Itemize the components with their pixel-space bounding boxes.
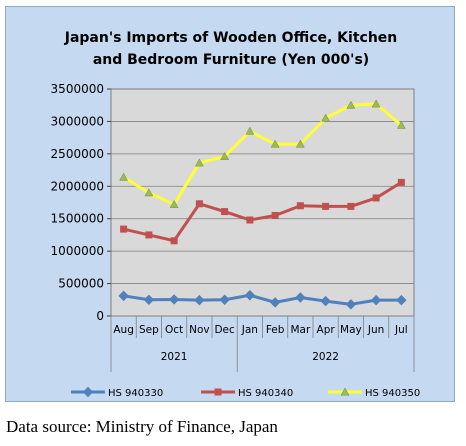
data-point	[118, 290, 129, 302]
data-point	[194, 294, 205, 306]
y-tick-label: 2500000	[51, 147, 104, 161]
data-point	[321, 113, 331, 122]
x-tick-label: Aug	[113, 324, 134, 336]
x-tick-label: Oct	[165, 324, 183, 336]
data-point	[372, 194, 380, 202]
legend-label: HS 940340	[238, 388, 293, 399]
chart-title-line-1: Japan's Imports of Wooden Office, Kitche…	[64, 30, 398, 46]
data-point	[269, 297, 281, 308]
data-point	[221, 208, 229, 216]
data-point	[295, 292, 306, 303]
source-note: Data source: Ministry of Finance, Japan	[6, 417, 278, 436]
data-point	[396, 294, 407, 306]
data-point	[296, 202, 304, 210]
data-point	[346, 100, 356, 109]
data-point	[295, 139, 305, 148]
x-tick-label: Mar	[290, 324, 310, 336]
data-point	[396, 120, 406, 129]
data-point	[320, 295, 331, 307]
x-tick-label: Nov	[189, 324, 210, 336]
data-point	[145, 231, 153, 239]
data-point	[143, 294, 155, 305]
y-tick-label: 1000000	[51, 244, 104, 258]
y-tick-label: 3000000	[51, 114, 104, 128]
x-tick-label: Dec	[214, 324, 235, 336]
chart-title-line-2: and Bedroom Furniture (Yen 000's)	[93, 52, 369, 68]
data-point	[219, 294, 230, 305]
data-point	[170, 237, 178, 245]
legend-label: HS 940330	[108, 388, 163, 399]
data-point	[120, 225, 128, 233]
x-tick-label: May	[340, 324, 362, 336]
data-point	[345, 299, 357, 310]
y-tick-label: 0	[96, 309, 104, 323]
data-point	[168, 294, 180, 305]
x-tick-label: Sep	[139, 324, 159, 336]
x-tick-label: Apr	[317, 324, 336, 336]
legend-marker	[214, 388, 222, 396]
series-line-2	[123, 181, 403, 243]
y-tick-label: 1500000	[51, 212, 104, 226]
data-point	[244, 290, 256, 301]
y-tick-label: 3500000	[51, 82, 104, 96]
y-tick-label: 2000000	[51, 179, 104, 193]
x-tick-label: Feb	[266, 324, 285, 336]
legend-marker	[82, 386, 94, 398]
data-point	[194, 158, 204, 167]
legend-marker	[340, 387, 350, 396]
data-point	[270, 139, 280, 148]
data-point	[371, 99, 381, 108]
legend-label: HS 940350	[365, 388, 420, 399]
data-point	[322, 202, 330, 210]
data-point	[169, 199, 179, 208]
series-line-3	[122, 102, 403, 206]
data-point	[347, 202, 355, 210]
data-point	[119, 172, 129, 181]
x-tick-label: Jun	[367, 324, 384, 336]
x-tick-label: Jul	[394, 324, 408, 336]
y-tick-label: 500000	[58, 277, 104, 291]
data-point	[245, 126, 255, 135]
data-point	[271, 211, 279, 219]
plot-area	[110, 88, 415, 317]
chart-frame: Japan's Imports of Wooden Office, Kitche…	[5, 6, 455, 402]
data-point	[246, 216, 254, 224]
data-point	[195, 200, 203, 208]
year-group-label: 2021	[161, 351, 188, 363]
data-point	[220, 151, 230, 160]
x-tick-label: Jan	[241, 324, 258, 336]
line-chart: Japan's Imports of Wooden Office, Kitche…	[51, 30, 421, 399]
data-point	[397, 178, 405, 186]
data-point	[144, 188, 154, 197]
data-point	[370, 294, 382, 306]
year-group-label: 2022	[312, 351, 339, 363]
